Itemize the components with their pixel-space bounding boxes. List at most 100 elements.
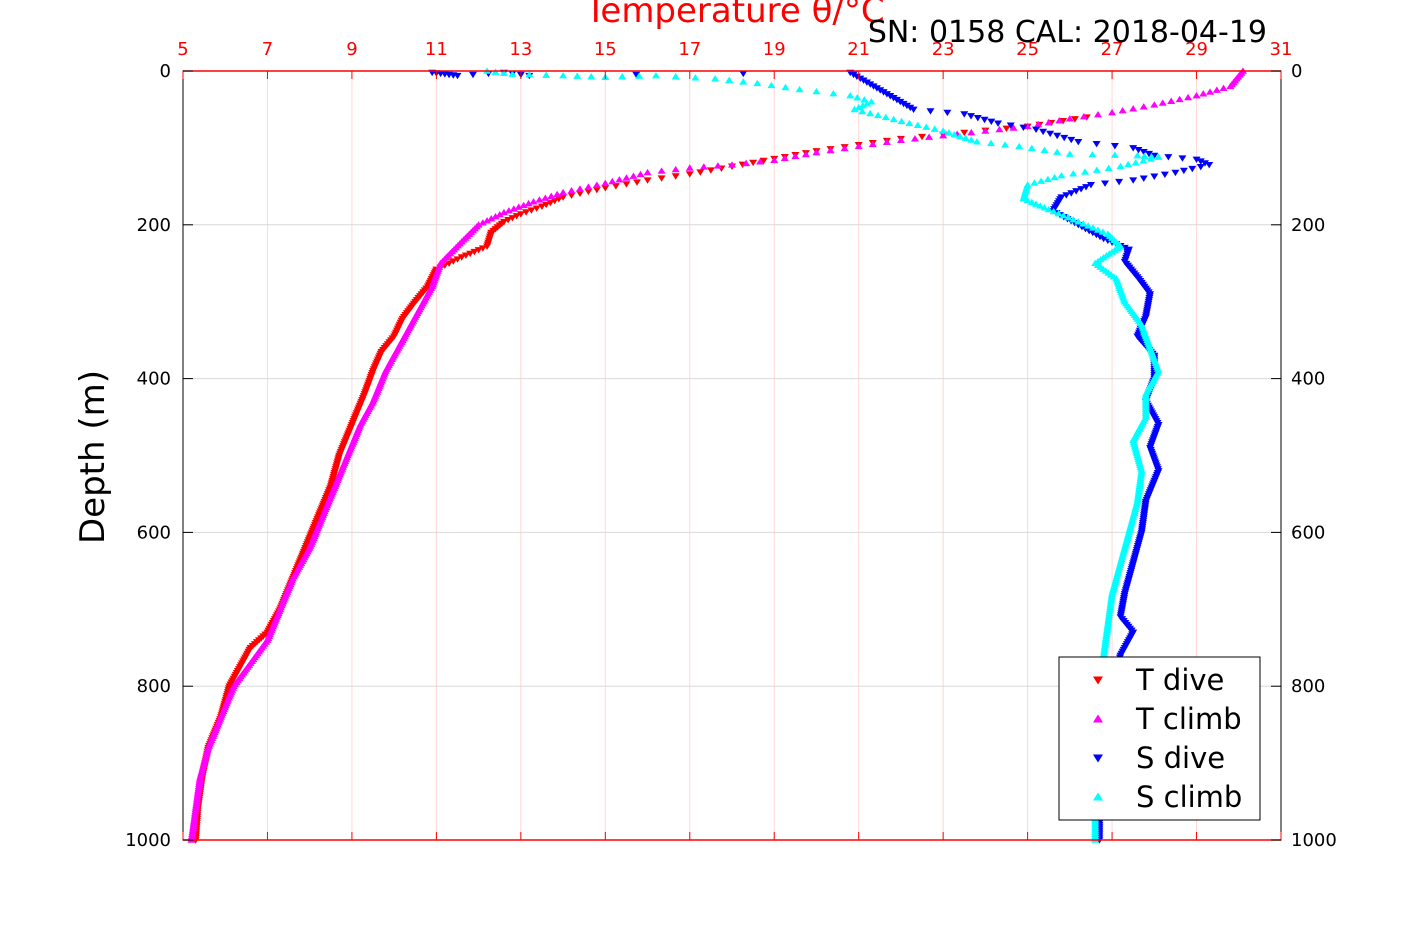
point-s-climb (559, 72, 568, 79)
point-s-climb (987, 139, 996, 147)
legend-label-t-climb: T climb (1135, 702, 1242, 736)
point-t-dive (457, 254, 466, 261)
point-s-dive (1164, 154, 1173, 161)
point-s-climb (525, 70, 534, 78)
point-t-climb (1184, 93, 1193, 101)
point-s-dive (1092, 140, 1101, 148)
point-s-climb (1036, 202, 1045, 209)
point-s-dive (1205, 162, 1214, 169)
legend-marker-s-dive (1093, 754, 1103, 763)
point-t-dive (632, 179, 641, 186)
legend-marker-s-climb (1093, 792, 1103, 801)
point-s-climb (1094, 226, 1102, 233)
point-t-climb (1108, 108, 1117, 116)
legend-marker-t-dive (1093, 676, 1103, 685)
point-s-climb (1044, 205, 1053, 213)
point-s-dive (1074, 138, 1083, 146)
x-tick-label: 9 (346, 39, 357, 60)
point-t-dive (960, 129, 969, 137)
point-s-climb (781, 83, 790, 91)
point-t-dive (567, 192, 576, 199)
point-s-dive (1110, 143, 1119, 150)
point-s-dive (468, 71, 477, 79)
point-s-dive (1077, 186, 1086, 193)
point-t-climb (1199, 90, 1208, 97)
point-t-dive (449, 258, 458, 265)
point-s-dive (886, 93, 895, 100)
point-s-climb (858, 102, 867, 109)
point-s-dive (1145, 150, 1154, 158)
point-t-climb (1206, 88, 1215, 95)
point-t-climb (1139, 103, 1148, 110)
point-t-climb (939, 131, 948, 139)
x-tick-label: 29 (1185, 39, 1208, 60)
point-s-climb (853, 94, 862, 101)
point-s-climb (846, 92, 855, 99)
point-s-climb (1027, 144, 1036, 152)
point-s-climb (1081, 168, 1090, 175)
point-t-climb (685, 164, 694, 171)
point-s-climb (1050, 173, 1059, 181)
legend-label-s-climb: S climb (1136, 780, 1242, 814)
point-s-climb (1040, 146, 1049, 154)
point-s-climb (1104, 164, 1113, 172)
point-t-climb (791, 152, 800, 160)
point-t-climb (495, 210, 504, 218)
point-s-climb (651, 72, 660, 79)
x-tick-label: 31 (1270, 39, 1293, 60)
point-t-climb (657, 167, 666, 174)
x-tick-label: 25 (1016, 39, 1039, 60)
point-t-climb (699, 163, 708, 170)
point-t-climb (483, 217, 492, 224)
x-tick-label: 21 (847, 39, 870, 60)
point-t-climb (801, 150, 810, 158)
y-tick-label-right: 800 (1291, 676, 1325, 697)
point-t-dive (532, 205, 541, 212)
point-t-climb (1009, 124, 1018, 131)
point-t-climb (1212, 86, 1221, 93)
point-t-climb (487, 215, 496, 222)
point-t-climb (622, 174, 631, 181)
point-s-climb (508, 70, 517, 77)
point-s-climb (1110, 151, 1119, 158)
y-tick-label-left: 200 (137, 215, 171, 236)
point-s-climb (1069, 216, 1078, 223)
point-s-climb (767, 81, 776, 89)
point-t-dive (546, 199, 555, 207)
point-t-dive (504, 217, 513, 224)
point-t-climb (840, 144, 849, 152)
point-t-climb (1065, 115, 1074, 122)
point-s-climb (812, 87, 821, 95)
point-s-climb (1023, 196, 1032, 204)
point-t-climb (1023, 122, 1032, 130)
point-t-dive (696, 169, 705, 176)
point-t-climb (529, 198, 538, 205)
point-s-climb (858, 107, 867, 115)
point-s-dive (1060, 134, 1069, 142)
y-tick-label-left: 0 (160, 61, 171, 82)
point-t-climb (742, 159, 751, 167)
point-t-dive (657, 175, 666, 182)
point-s-climb (671, 73, 680, 80)
point-t-dive (1002, 125, 1011, 133)
point-s-climb (1154, 153, 1163, 160)
point-t-climb (780, 154, 789, 162)
point-s-dive (994, 120, 1003, 127)
point-t-dive (759, 157, 768, 165)
point-t-dive (601, 185, 610, 192)
point-s-dive (892, 96, 901, 104)
point-s-climb (866, 109, 875, 117)
point-t-dive (522, 209, 531, 216)
point-s-dive (1046, 130, 1055, 138)
point-s-climb (1037, 177, 1046, 184)
point-s-climb (573, 72, 582, 79)
point-s-climb (618, 73, 627, 80)
legend-label-t-dive: T dive (1135, 663, 1224, 697)
legend-label-s-dive: S dive (1136, 741, 1225, 775)
point-t-climb (854, 142, 863, 150)
point-s-dive (1006, 122, 1015, 129)
point-s-dive (872, 85, 881, 92)
point-s-dive (943, 109, 952, 117)
point-s-dive (909, 106, 918, 114)
